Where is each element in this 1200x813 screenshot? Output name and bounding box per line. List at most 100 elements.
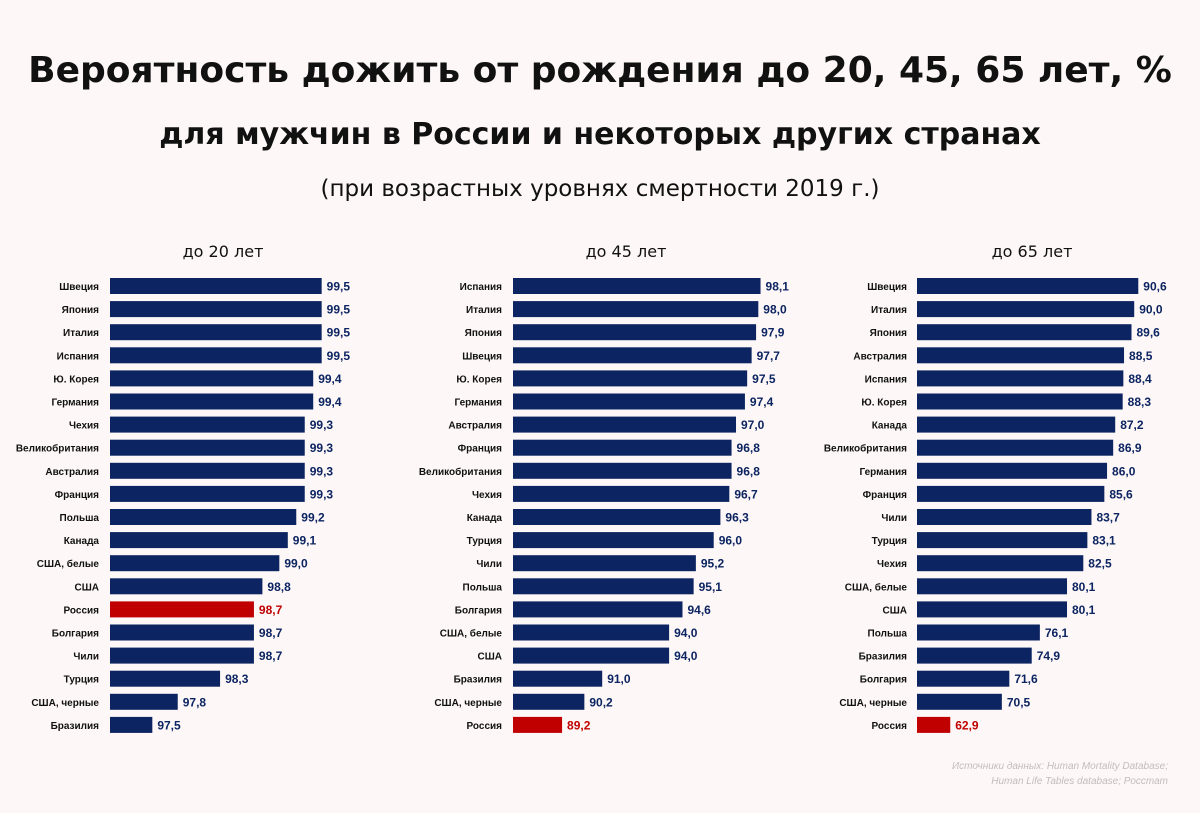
category-label: Канада: [467, 513, 503, 524]
bar: [917, 324, 1132, 341]
panel-title-3: до 65 лет: [992, 242, 1073, 261]
bar: [513, 624, 670, 641]
bar: [513, 555, 696, 572]
bar: [917, 439, 1114, 456]
bar: [513, 462, 732, 479]
chart-note: (при возрастных уровнях смертности 2019 …: [320, 176, 880, 202]
category-label: Великобритания: [419, 466, 502, 478]
category-label: Чили: [881, 513, 907, 524]
value-label: 95,1: [699, 580, 723, 594]
value-label: 90,0: [1139, 303, 1163, 317]
bar: [110, 439, 305, 456]
category-label: Чили: [73, 652, 99, 663]
category-label: США: [883, 605, 908, 616]
value-label: 83,7: [1096, 511, 1120, 525]
bar: [110, 485, 305, 502]
value-label: 90,2: [589, 695, 613, 709]
category-label: США, черные: [434, 698, 502, 709]
panel-title-2: до 45 лет: [586, 242, 667, 261]
source-line-1: Источники данных: Human Mortality Databa…: [952, 761, 1168, 772]
bar: [917, 301, 1135, 318]
value-label: 89,6: [1136, 326, 1160, 340]
bar: [917, 532, 1088, 549]
value-label: 62,9: [955, 718, 979, 732]
bar: [513, 647, 670, 664]
value-label: 98,1: [766, 280, 790, 294]
value-label: 98,8: [267, 580, 291, 594]
value-label: 87,2: [1120, 418, 1144, 432]
bar: [917, 555, 1084, 572]
category-label: Австралия: [853, 351, 907, 362]
value-label: 70,5: [1007, 695, 1031, 709]
value-label: 99,5: [327, 303, 351, 317]
bar: [917, 578, 1068, 595]
category-label: Испания: [57, 351, 100, 362]
value-label: 71,6: [1014, 672, 1038, 686]
value-label: 96,0: [719, 534, 743, 548]
category-label: Великобритания: [16, 443, 99, 455]
value-label: 97,7: [757, 349, 781, 363]
category-label: Италия: [871, 305, 907, 316]
value-label: 99,5: [327, 349, 351, 363]
bar: [917, 462, 1108, 479]
category-label: Австралия: [448, 421, 502, 432]
category-label: Япония: [870, 328, 908, 339]
category-label: Испания: [460, 282, 503, 293]
bar: [110, 716, 153, 733]
bar: [110, 555, 280, 572]
bar: [513, 370, 748, 387]
value-label: 85,6: [1109, 487, 1133, 501]
value-label: 98,0: [763, 303, 787, 317]
value-label: 96,3: [725, 511, 749, 525]
value-label: 88,4: [1128, 372, 1152, 386]
value-label: 82,5: [1088, 557, 1112, 571]
value-label: 99,3: [310, 464, 334, 478]
bar: [513, 416, 737, 433]
category-label: Германия: [454, 398, 502, 409]
category-label: США, черные: [839, 698, 907, 709]
bar: [110, 393, 314, 410]
category-label: Ю. Корея: [861, 398, 907, 409]
category-label: Канада: [872, 421, 908, 432]
bar: [917, 278, 1139, 294]
chart-title: Вероятность дожить от рождения до 20, 45…: [28, 50, 1172, 91]
bar: [110, 278, 322, 294]
category-label: Бразилия: [454, 675, 503, 686]
category-label: Бразилия: [859, 652, 908, 663]
bar: [513, 670, 603, 687]
bar: [110, 347, 322, 364]
value-label: 76,1: [1045, 626, 1069, 640]
value-label: 94,6: [687, 603, 711, 617]
bar: [917, 647, 1032, 664]
category-label: США, черные: [31, 698, 99, 709]
category-label: Германия: [51, 398, 99, 409]
category-label: Россия: [63, 605, 99, 616]
value-label: 80,1: [1072, 603, 1096, 617]
bar: [513, 439, 732, 456]
category-label: Болгария: [52, 629, 99, 640]
category-label: Австралия: [45, 467, 99, 478]
category-label: Польша: [463, 582, 503, 593]
category-label: Бразилия: [51, 721, 100, 732]
value-label: 98,7: [259, 649, 283, 663]
category-label: Польша: [60, 513, 100, 524]
bar: [110, 416, 305, 433]
bar: [110, 301, 322, 318]
bar: [110, 370, 314, 387]
category-label: Франция: [55, 490, 100, 501]
category-label: Швеция: [867, 282, 907, 293]
value-label: 80,1: [1072, 580, 1096, 594]
bar: [513, 347, 752, 364]
value-label: 99,5: [327, 326, 351, 340]
category-label: Ю. Корея: [456, 374, 502, 385]
value-label: 97,0: [741, 418, 765, 432]
category-label: Италия: [63, 328, 99, 339]
bar: [110, 324, 322, 341]
bar: [110, 509, 297, 525]
category-label: Россия: [871, 721, 907, 732]
value-label: 91,0: [607, 672, 631, 686]
bar: [917, 601, 1068, 618]
bar: [917, 624, 1040, 641]
value-label: 96,8: [737, 441, 761, 455]
value-label: 94,0: [674, 649, 698, 663]
